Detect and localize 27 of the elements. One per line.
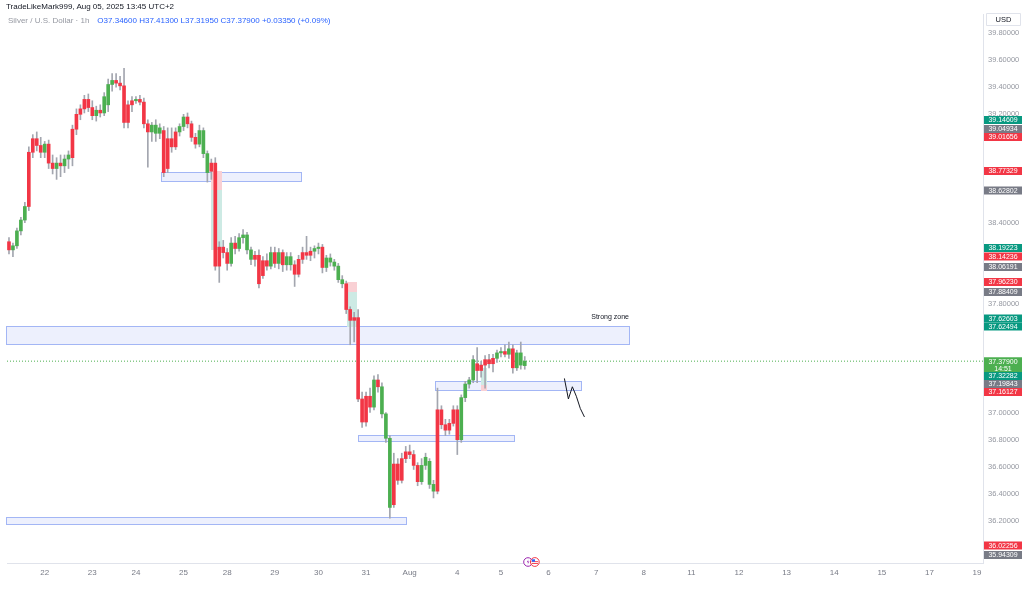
x-tick-label: 28 — [222, 568, 233, 577]
x-tick-label: 24 — [131, 568, 141, 577]
x-tick-label: 23 — [87, 568, 98, 577]
x-tick-label: 15 — [877, 568, 887, 577]
x-tick-label: 22 — [40, 568, 50, 577]
chart-title: Silver / U.S. Dollar · 1h — [8, 16, 90, 26]
x-tick-label: 6 — [546, 568, 552, 577]
x-tick-label: 11 — [687, 568, 697, 577]
candlestick — [475, 347, 479, 384]
x-tick-label: 25 — [179, 568, 189, 577]
x-tick-label: 7 — [593, 568, 599, 577]
candlestick — [114, 73, 118, 88]
x-tick-label: Aug — [402, 568, 417, 577]
x-tick-label: 4 — [455, 568, 461, 577]
x-tick-label: 12 — [734, 568, 744, 577]
x-tick-label: 14 — [829, 568, 840, 577]
text: TradeLikeMark999, Aug 05, 2025 13:45 UTC+2 — [6, 2, 175, 12]
x-tick-label: 17 — [924, 568, 935, 577]
candlestick — [98, 104, 103, 118]
x-tick-label: 19 — [972, 568, 983, 577]
x-tick-label: 5 — [498, 568, 504, 577]
x-tick-label: 13 — [782, 568, 792, 577]
x-tick-label: 30 — [313, 568, 324, 577]
chart-subtitle: O37.34600 H37.41300 L37.31950 C37.37900 +0.03350 (+0.09%) — [97, 16, 331, 26]
x-tick-label: 8 — [641, 568, 647, 577]
x-tick-label: 31 — [361, 568, 372, 577]
x-tick-label: 29 — [270, 568, 280, 577]
